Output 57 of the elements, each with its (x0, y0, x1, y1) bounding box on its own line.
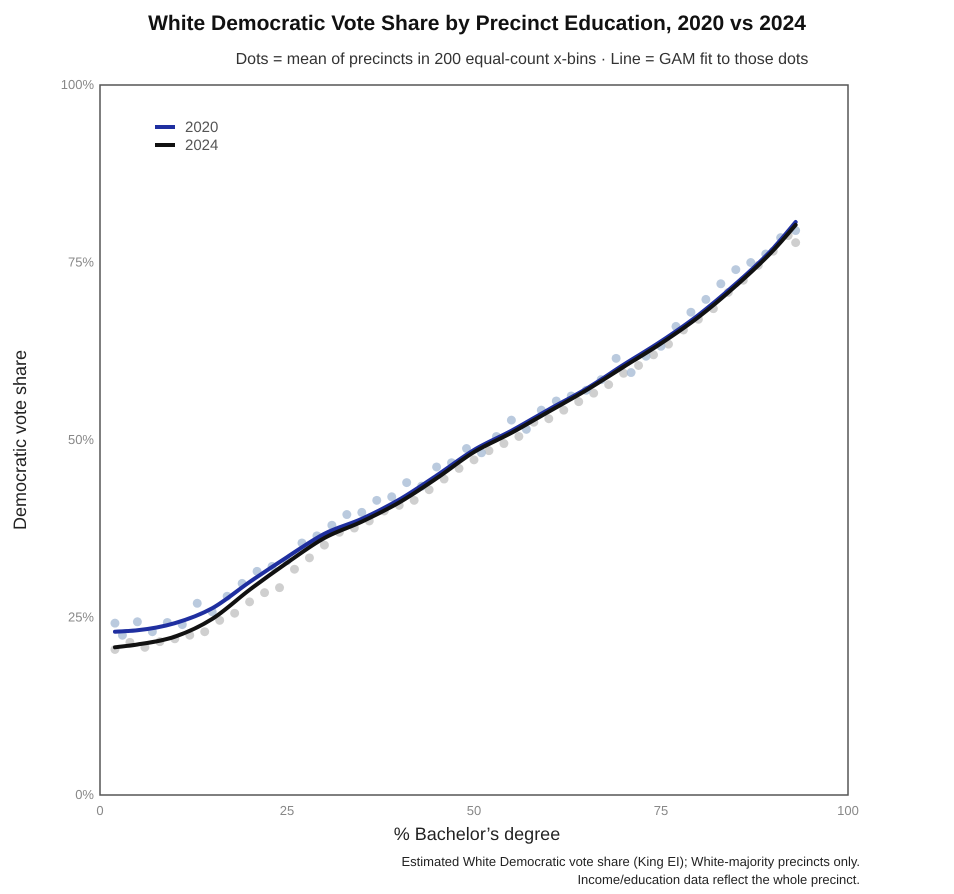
point (110, 618, 120, 628)
point (387, 492, 396, 502)
x-tick-label: 0 (96, 803, 104, 818)
point (215, 616, 224, 625)
point (514, 432, 524, 441)
chart-subtitle: Dots = mean of precincts in 200 equal-count x-bins · Line = GAM fit to those dots (236, 51, 808, 68)
point (200, 627, 210, 636)
point (462, 444, 472, 454)
point (506, 416, 516, 425)
point (589, 388, 598, 398)
point (612, 354, 621, 363)
y-tick-label: 25% (68, 610, 94, 624)
point (275, 583, 284, 592)
point (410, 496, 419, 505)
point (245, 597, 254, 606)
point (574, 397, 584, 406)
point (626, 368, 636, 378)
x-tick-label: 100 (837, 803, 859, 818)
point (342, 510, 352, 520)
point (686, 308, 696, 317)
point (701, 294, 710, 304)
point (290, 564, 299, 574)
point (731, 265, 740, 274)
x-tick-label: 75 (654, 803, 668, 818)
text: Estimated White Democratic vote share (King EI); White-majority precincts only. (401, 854, 860, 869)
point (544, 414, 554, 424)
point (402, 478, 412, 488)
point (304, 553, 314, 562)
point (230, 608, 240, 618)
point (357, 508, 366, 517)
y-axis-title: Democratic vote share (10, 350, 30, 530)
x-tick-label: 50 (466, 803, 482, 818)
point (132, 617, 142, 626)
point (484, 446, 494, 456)
point (432, 462, 442, 472)
point (716, 279, 726, 288)
x-tick-label: 25 (280, 803, 294, 818)
point (604, 380, 614, 390)
x-axis-title: % Bachelor’s degree (394, 824, 560, 844)
chart-title: White Democratic Vote Share by Precinct Education, 2020 vs 2024 (148, 12, 806, 35)
point (634, 360, 644, 370)
point (372, 496, 382, 505)
point (791, 238, 800, 248)
y-tick-label: 100% (60, 77, 94, 92)
legend-label: 2024 (185, 137, 218, 154)
legend-label: 2020 (185, 119, 218, 136)
point (746, 258, 756, 267)
point (260, 588, 270, 598)
y-tick-label: 0% (75, 787, 94, 802)
point (192, 598, 202, 608)
y-tick-label: 50% (68, 432, 94, 447)
text: Income/education data reflect the whole precinct. (577, 872, 860, 887)
point (499, 439, 508, 448)
y-tick-label: 75% (68, 254, 94, 270)
point (559, 406, 568, 415)
point (320, 540, 329, 550)
point (470, 455, 478, 464)
